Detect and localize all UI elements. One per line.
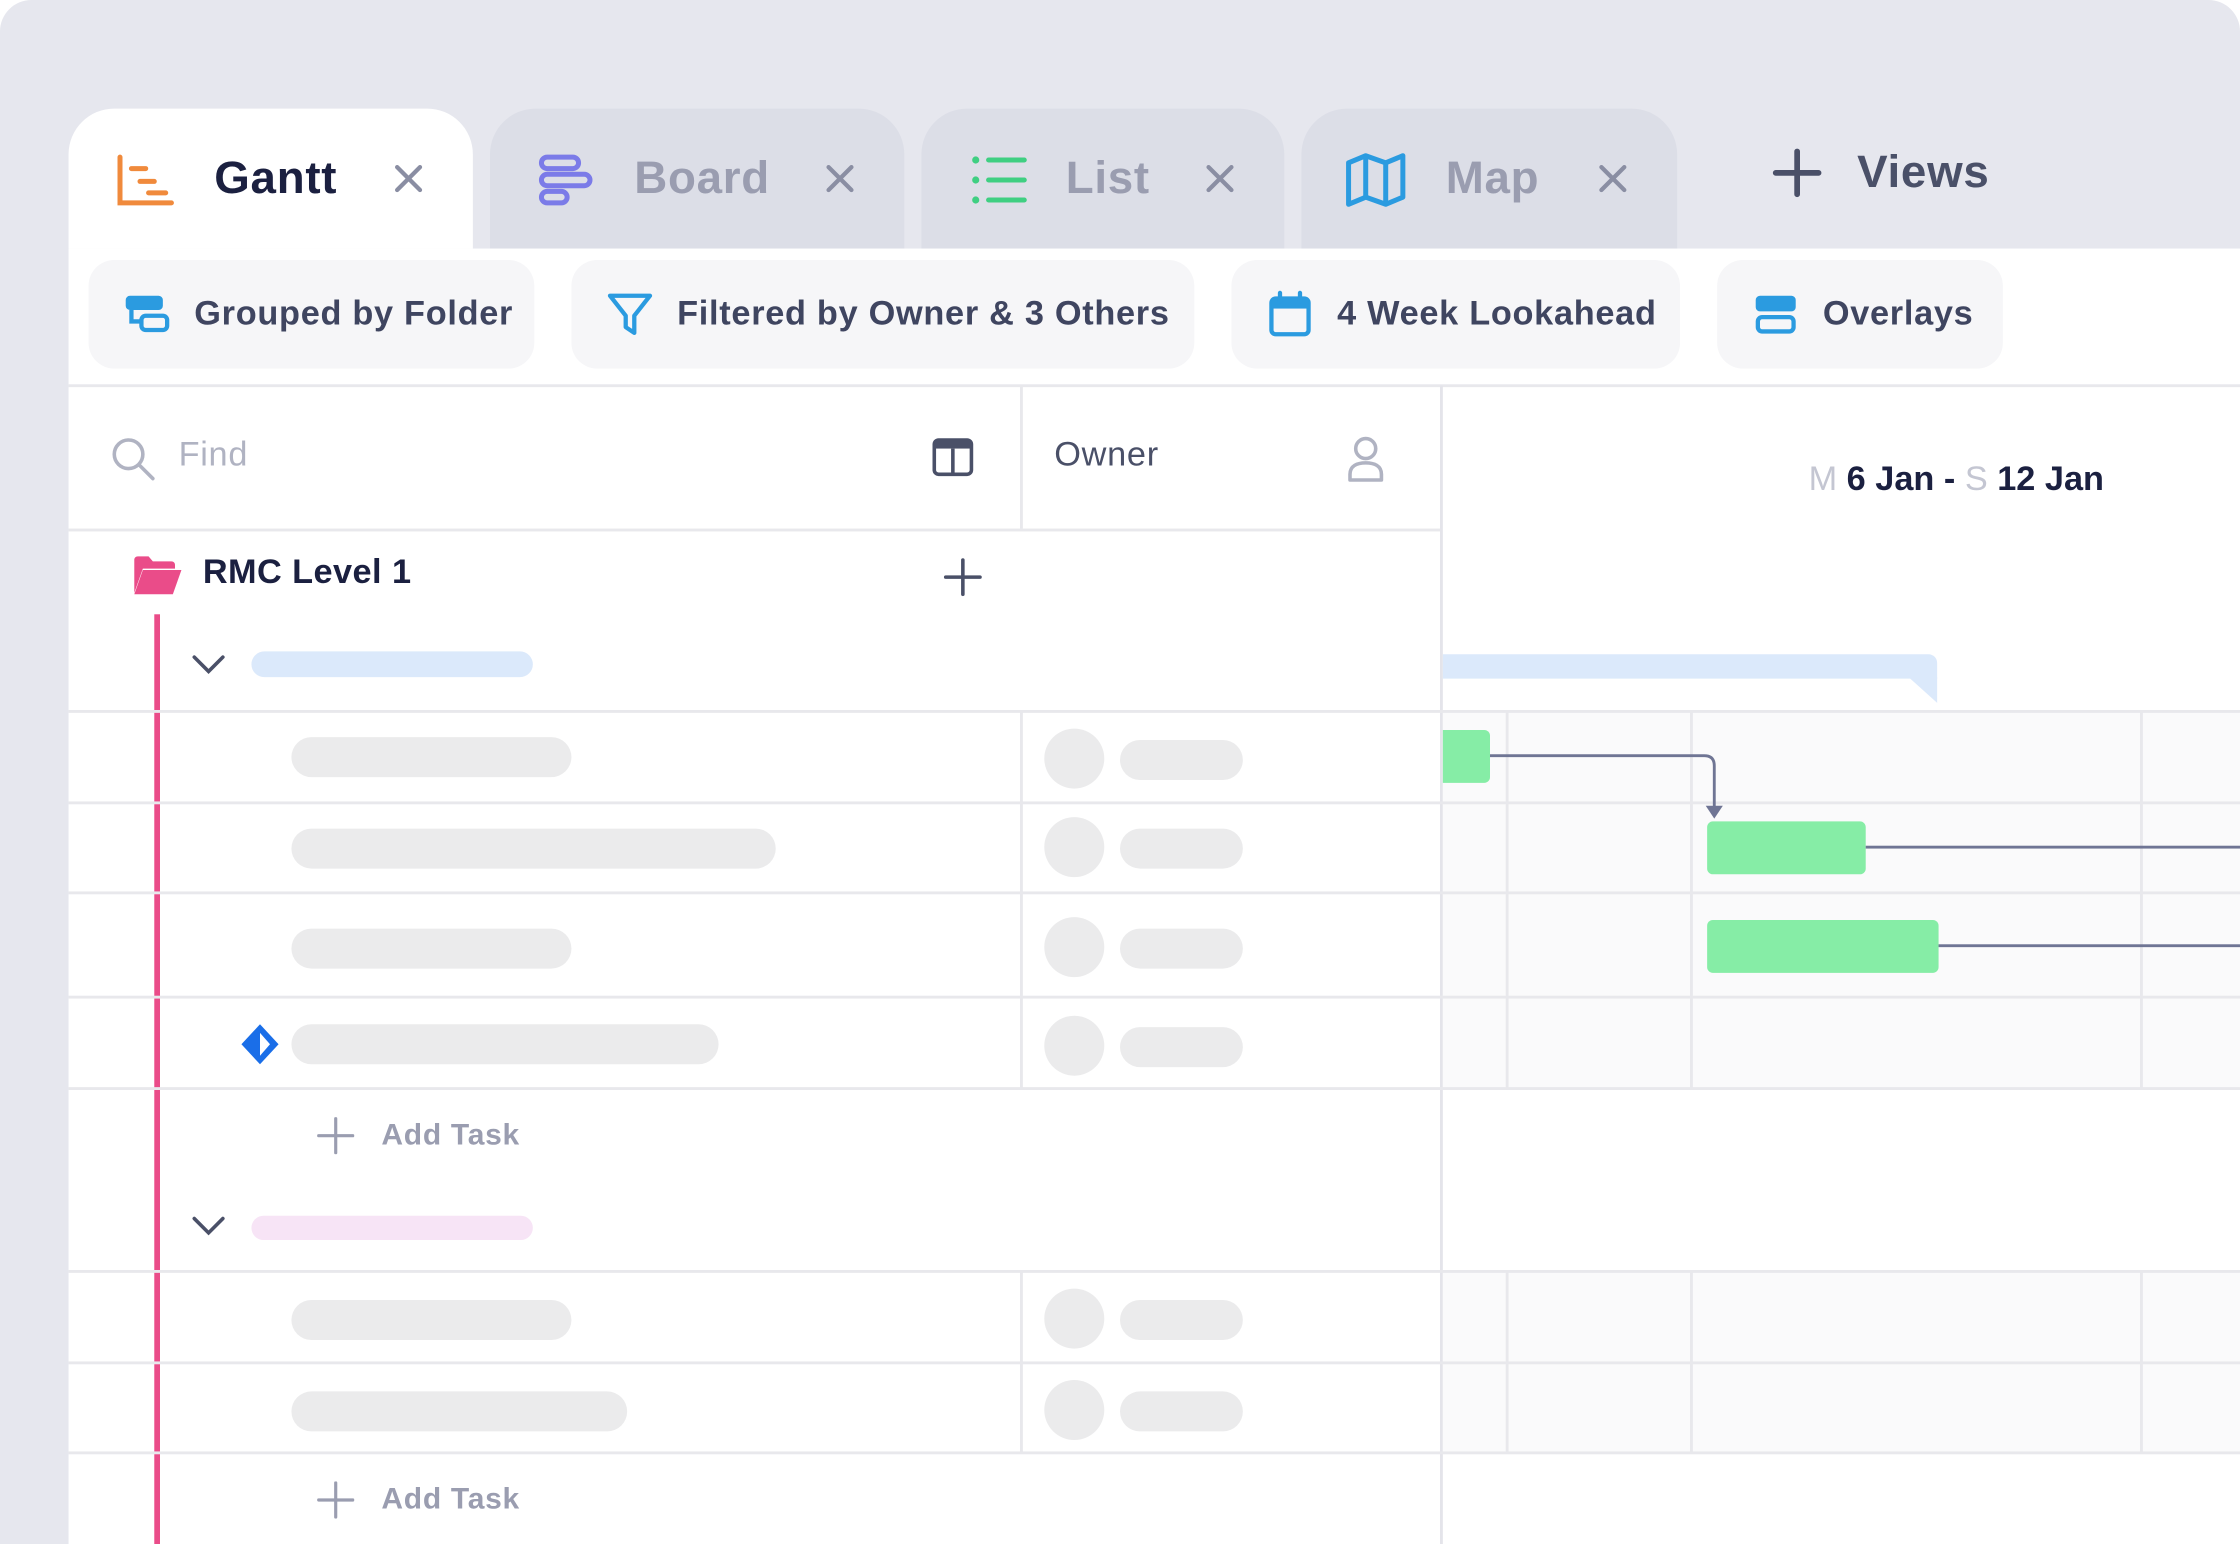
lookahead-button[interactable]: 4 Week Lookahead: [1231, 259, 1680, 369]
close-icon[interactable]: [393, 163, 424, 194]
chevron-down-icon[interactable]: [190, 651, 227, 677]
avatar: [1044, 1379, 1105, 1440]
avatar: [1044, 1288, 1105, 1349]
add-task-button[interactable]: Add Task: [381, 1482, 520, 1516]
dependency-line: [1865, 845, 2240, 849]
table-row[interactable]: [291, 1299, 572, 1340]
tab-list[interactable]: List: [921, 108, 1285, 249]
divider: [68, 801, 2240, 805]
owner-name-placeholder: [1119, 1299, 1243, 1340]
avatar: [1044, 917, 1105, 978]
table-row[interactable]: [291, 1024, 719, 1065]
calendar-icon: [1269, 290, 1311, 337]
task-bar[interactable]: [1707, 919, 1939, 973]
plus-icon: [317, 1481, 355, 1519]
close-icon[interactable]: [1597, 163, 1628, 194]
tab-gantt[interactable]: Gantt: [68, 108, 473, 249]
table-row[interactable]: [291, 928, 572, 969]
user-icon: [1348, 436, 1384, 482]
search-icon: [112, 438, 155, 481]
plus-icon: [1772, 147, 1822, 197]
chevron-down-icon[interactable]: [190, 1213, 227, 1239]
divider: [1019, 711, 1023, 1089]
tab-board-label: Board: [634, 151, 770, 203]
divider: [68, 528, 1440, 532]
overlays-label: Overlays: [1822, 294, 1974, 333]
tab-map[interactable]: Map: [1301, 108, 1678, 249]
avatar: [1044, 817, 1105, 878]
board-icon: [538, 154, 593, 206]
divider: [68, 1087, 2240, 1090]
list-icon: [972, 156, 1027, 204]
grouped-label: Grouped by Folder: [194, 294, 514, 333]
timeline-week-band: [1442, 711, 2240, 1089]
task-bar[interactable]: [1442, 729, 1490, 783]
divider: [68, 995, 2240, 999]
group-summary-bar: [1442, 654, 1938, 679]
owner-name-placeholder: [1119, 1391, 1243, 1432]
group-icon: [125, 295, 170, 333]
divider: [68, 384, 2240, 388]
divider: [1439, 385, 1443, 1544]
folder-title: RMC Level 1: [202, 552, 412, 592]
add-task-button[interactable]: Add Task: [381, 1118, 520, 1152]
divider: [68, 709, 2240, 713]
add-view-button[interactable]: Views: [1771, 146, 1989, 199]
overlays-button[interactable]: Overlays: [1717, 259, 2003, 369]
divider: [1019, 1271, 1023, 1453]
folder-icon: [134, 556, 182, 595]
avatar: [1044, 728, 1105, 789]
group-title-placeholder: [251, 1215, 533, 1240]
filter-button[interactable]: Filtered by Owner & 3 Others: [571, 259, 1195, 369]
map-icon: [1346, 153, 1406, 207]
folder-indicator-line: [154, 614, 160, 1544]
lookahead-label: 4 Week Lookahead: [1337, 294, 1657, 333]
divider: [2139, 1271, 2143, 1453]
divider: [1505, 1271, 1509, 1453]
divider: [2139, 711, 2143, 1089]
divider: [1019, 385, 1023, 529]
dependency-arrow: [1489, 754, 1723, 819]
tab-gantt-label: Gantt: [214, 151, 338, 203]
table-row[interactable]: [291, 737, 572, 778]
divider: [68, 891, 2240, 895]
grouped-by-folder-button[interactable]: Grouped by Folder: [88, 259, 535, 369]
table-row[interactable]: [291, 1391, 628, 1432]
owner-name-placeholder: [1119, 739, 1243, 780]
owner-column-header[interactable]: Owner: [1054, 435, 1159, 475]
overlays-icon: [1755, 295, 1796, 334]
gantt-icon: [117, 154, 174, 206]
task-bar[interactable]: [1707, 821, 1866, 875]
views-label: Views: [1857, 145, 1990, 198]
columns-icon[interactable]: [931, 437, 974, 477]
filter-label: Filtered by Owner & 3 Others: [677, 294, 1170, 333]
add-icon[interactable]: [943, 557, 983, 597]
owner-name-placeholder: [1119, 928, 1243, 969]
summary-bar-tail: [1908, 677, 1938, 703]
plus-icon: [317, 1117, 355, 1155]
owner-name-placeholder: [1119, 828, 1243, 869]
tab-list-label: List: [1065, 151, 1150, 203]
divider: [1505, 711, 1509, 1089]
group-title-placeholder: [251, 651, 533, 678]
divider: [1689, 1271, 1693, 1453]
timeline-date-range: M 6 Jan - S 12 Jan: [1808, 459, 2104, 499]
milestone-icon: [241, 1024, 279, 1065]
tab-board[interactable]: Board: [489, 108, 905, 249]
divider: [1689, 711, 1693, 1089]
close-icon[interactable]: [1204, 163, 1235, 194]
filter-icon: [607, 293, 653, 335]
avatar: [1044, 1015, 1105, 1076]
divider: [68, 1269, 2240, 1273]
dependency-line: [1938, 944, 2240, 948]
divider: [68, 1451, 2240, 1455]
owner-name-placeholder: [1119, 1027, 1243, 1068]
search-input[interactable]: Find: [178, 435, 249, 475]
close-icon[interactable]: [824, 163, 855, 194]
tab-map-label: Map: [1445, 151, 1540, 203]
table-row[interactable]: [291, 828, 776, 869]
divider: [68, 1361, 2240, 1365]
